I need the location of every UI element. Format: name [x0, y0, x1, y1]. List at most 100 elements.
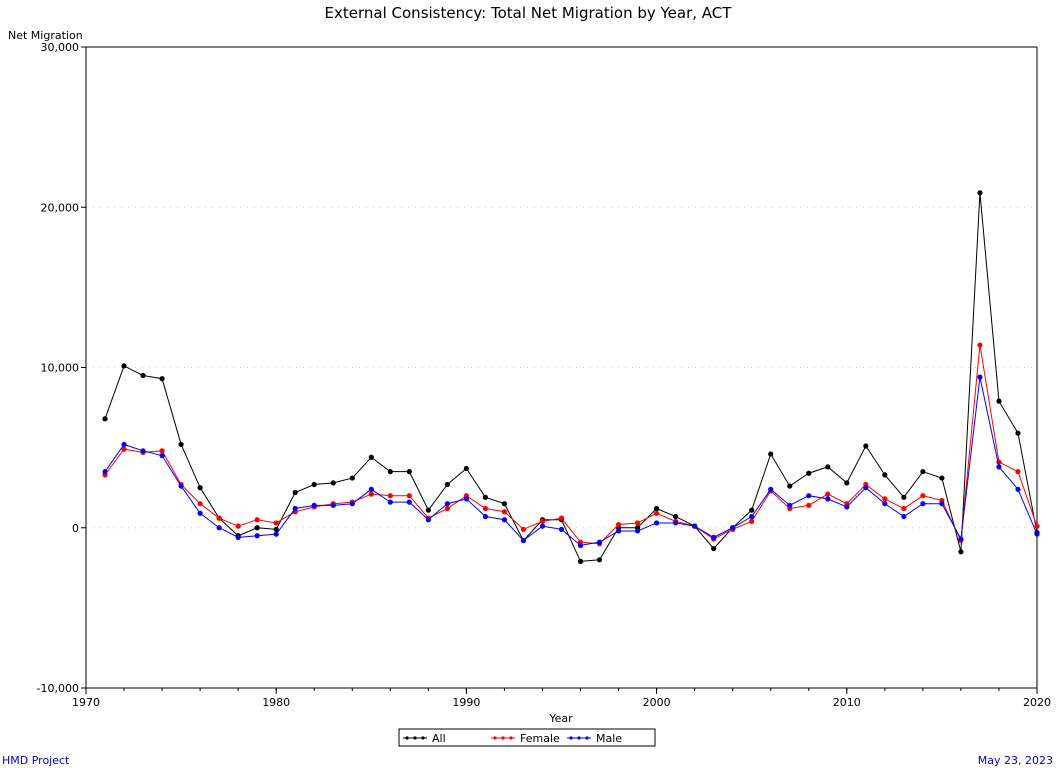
data-point-all [768, 451, 774, 457]
data-point-female [1034, 523, 1040, 529]
y-tick-label: 0 [72, 522, 79, 535]
x-tick-label: 2000 [643, 696, 671, 709]
legend-marker-female [509, 736, 513, 740]
data-point-female [444, 505, 450, 512]
data-point-female [977, 342, 983, 348]
data-point-male [996, 464, 1002, 470]
data-point-male [235, 534, 241, 540]
data-point-all [368, 454, 374, 460]
legend-label-female: Female [520, 732, 560, 745]
data-point-male [882, 501, 888, 507]
data-point-male [749, 513, 755, 520]
data-point-all [197, 485, 203, 491]
data-point-male [863, 485, 869, 491]
data-point-female [654, 510, 660, 516]
data-point-all [273, 526, 279, 532]
data-point-all [178, 441, 184, 448]
data-point-female [615, 521, 622, 528]
data-point-male [1015, 486, 1021, 492]
data-point-female [558, 515, 565, 521]
data-point-female [159, 448, 165, 454]
data-point-all [863, 443, 869, 449]
y-tick-label: -10,000 [37, 682, 79, 695]
data-point-all [102, 416, 108, 422]
data-point-all [749, 507, 755, 513]
data-point-all [140, 372, 146, 379]
data-point-male [577, 542, 584, 548]
data-point-female [501, 509, 508, 515]
series-layer [102, 190, 1040, 565]
data-point-female [254, 517, 260, 523]
data-point-male [121, 441, 127, 448]
x-tick-label: 1980 [262, 696, 290, 709]
series-line-male [104, 377, 1038, 546]
data-point-all [121, 363, 127, 369]
data-point-male [387, 499, 393, 505]
data-point-male [482, 513, 489, 520]
data-point-all [463, 465, 469, 472]
data-point-female [121, 446, 127, 452]
x-tick-label: 1990 [452, 696, 480, 709]
data-point-male [254, 533, 260, 539]
data-point-female [920, 493, 926, 499]
data-point-male [692, 523, 698, 529]
data-point-all [330, 480, 336, 486]
data-point-female [634, 520, 641, 526]
series-line-all [104, 192, 1038, 562]
data-point-all [482, 494, 489, 500]
legend: All Female Male [398, 728, 656, 747]
data-point-all [939, 475, 945, 481]
data-point-female [216, 515, 222, 521]
data-point-all [406, 469, 412, 475]
data-point-male [197, 510, 203, 516]
data-point-all [1015, 430, 1021, 436]
data-point-female [901, 505, 907, 512]
data-point-male [425, 517, 431, 523]
data-point-male [711, 534, 717, 540]
legend-marker-female [501, 736, 505, 740]
data-point-all [159, 376, 165, 382]
data-point-male [349, 501, 355, 507]
data-point-all [254, 525, 260, 531]
data-point-female [520, 526, 527, 532]
chart-title: External Consistency: Total Net Migratio… [325, 4, 733, 22]
data-point-male [654, 520, 660, 526]
data-point-all [387, 469, 393, 475]
data-point-male [920, 501, 926, 507]
data-point-male [444, 501, 450, 507]
data-point-all [425, 507, 431, 513]
data-point-female [368, 491, 374, 497]
data-point-all [825, 464, 831, 470]
legend-box [398, 728, 656, 747]
legend-marker-all [421, 736, 425, 740]
legend-marker-female [493, 736, 497, 740]
data-point-all [349, 475, 355, 481]
data-point-male [806, 493, 812, 499]
data-point-male [159, 453, 165, 459]
data-point-male [406, 499, 412, 505]
data-point-male [596, 539, 603, 545]
data-point-male [939, 501, 945, 507]
data-point-male [844, 504, 850, 510]
data-point-all [996, 398, 1002, 404]
data-point-all [958, 549, 964, 555]
data-point-female [539, 518, 546, 524]
x-tick-label: 2010 [833, 696, 861, 709]
data-point-all [596, 557, 603, 563]
data-point-male [615, 528, 622, 534]
data-point-female [197, 501, 203, 507]
data-point-female [235, 523, 241, 529]
legend-marker-male [577, 736, 581, 740]
legend-label-all: All [432, 732, 446, 745]
data-point-all [977, 190, 983, 196]
data-point-female [825, 491, 831, 497]
data-point-male [539, 523, 546, 529]
data-point-female [387, 493, 393, 499]
data-point-male [463, 496, 469, 502]
legend-marker-all [413, 736, 417, 740]
data-point-male [768, 486, 774, 492]
data-point-male [634, 528, 641, 534]
data-point-female [1015, 469, 1021, 475]
